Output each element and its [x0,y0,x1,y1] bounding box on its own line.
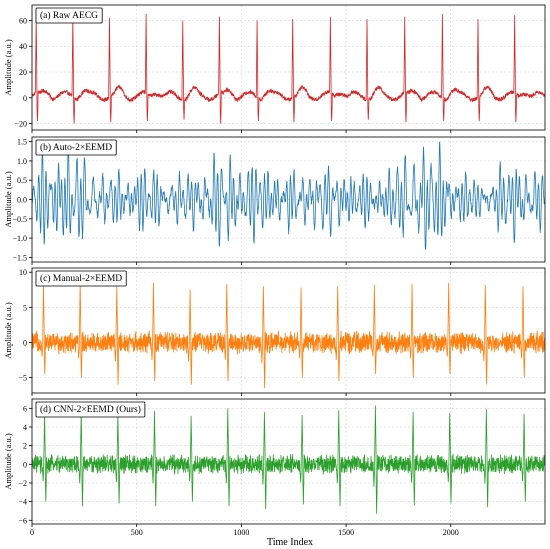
y-axis-label: Amplitude (a.u.) [3,433,13,490]
y-tick-label: 0.5 [17,176,27,185]
x-tick-label: 1500 [338,528,354,537]
y-tick-label: −1.0 [12,234,27,243]
y-tick-label: −5 [18,374,27,383]
y-tick-label: 6 [23,404,27,413]
y-tick-label: −1.5 [12,253,27,262]
y-axis-label: Amplitude (a.u.) [3,302,13,359]
y-tick-label: −20 [14,120,27,129]
signal-line [32,141,545,250]
signal-line [32,405,545,514]
y-tick-label: 2 [23,442,27,451]
panel-label-box [35,401,146,418]
y-tick-label: 0 [23,338,27,347]
panel-label-box [35,270,127,287]
panel-label: (b) Auto-2×EEMD [40,142,112,153]
x-axis-label: Time Index [267,537,313,548]
panel-label-box [35,139,117,156]
y-tick-label: −4 [18,498,27,507]
x-tick-label: 1000 [233,528,249,537]
panel-a: 60 40 20 0 −20 Amplitude (a.u.) (a) Raw AECG [3,4,546,133]
plot-frame [31,267,546,394]
x-tick-label: 2000 [443,528,459,537]
plot-frame [31,4,546,131]
x-tick-label: 0 [30,528,34,537]
y-tick-label: 10 [19,268,27,277]
plot-frame [31,398,546,525]
y-tick-label: 60 [19,16,27,25]
y-tick-label: 0.0 [17,196,27,205]
y-tick-label: 4 [23,423,27,432]
y-tick-label: 40 [19,42,27,51]
y-tick-label: 0 [23,94,27,103]
panel-label: (d) CNN-2×EEMD (Ours) [40,404,141,415]
y-tick-label: −2 [18,479,27,488]
signal-line [32,281,545,389]
y-tick-label: −0.5 [12,215,27,224]
y-tick-label: −6 [18,516,27,525]
y-axis-label: Amplitude (a.u.) [3,39,13,96]
panel-label-box [35,7,103,24]
panel-b: 1.5 1.0 0.5 0.0 −0.5 −1.0 −1.5 Amplitude (a.u.)… [3,136,546,265]
y-tick-label: 20 [19,68,27,77]
y-tick-label: 1.0 [17,157,27,166]
x-tick-label: 500 [131,528,143,537]
panel-c: 10 5 0 −5 Amplitude (a.u.) (c) Manual-2×EEMD [3,267,546,396]
y-tick-label: 5 [23,303,27,312]
y-axis-label: Amplitude (a.u.) [3,171,13,228]
y-tick-label: 0 [23,460,27,469]
panel-label: (a) Raw AECG [40,10,98,21]
signal-line [32,14,545,124]
y-tick-label: 1.5 [17,138,27,147]
panel-label: (c) Manual-2×EEMD [40,273,122,284]
